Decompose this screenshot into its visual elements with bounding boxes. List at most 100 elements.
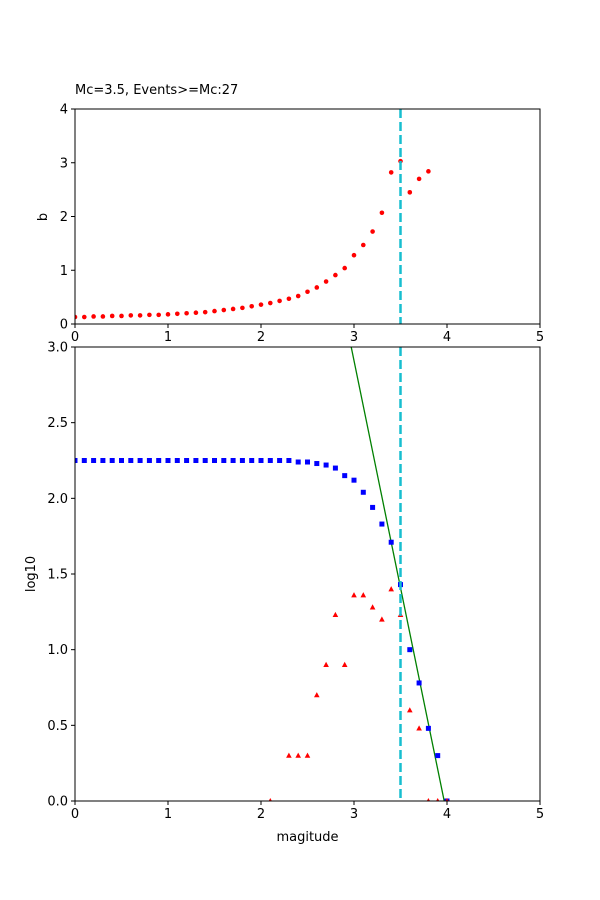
data-point-s0-36 [407, 647, 413, 653]
data-point-s0-38 [425, 725, 431, 731]
data-point-s0-14 [202, 309, 208, 315]
data-point-s0-13 [193, 458, 199, 463]
gutenberg-richter-fit-line [350, 347, 445, 801]
data-point-s0-22 [277, 458, 283, 463]
log10-panel: magitude log10 0 1 2 3 4 5 0.0 0.5 1.0 1.5 2.0 2.5 3… [24, 341, 544, 846]
data-point-s1-11 [379, 616, 385, 622]
data-point-s0-2 [91, 314, 96, 319]
data-point-s0-16 [221, 458, 227, 463]
data-point-s0-3 [100, 314, 106, 319]
data-point-s0-31 [361, 242, 366, 248]
x-tick-label: 5 [536, 330, 544, 345]
data-point-s0-10 [165, 312, 171, 317]
data-point-s0-20 [258, 302, 264, 307]
data-point-s0-36 [407, 190, 413, 195]
data-point-s0-3 [100, 458, 106, 463]
x-tick-label: 1 [164, 330, 172, 345]
y-tick-label: 0 [60, 318, 68, 333]
data-point-s0-29 [342, 265, 348, 271]
x-tick-label: 2 [257, 330, 265, 345]
data-point-s0-24 [295, 459, 301, 465]
y-tick-label: 4 [60, 103, 68, 118]
data-point-s1-2 [295, 752, 301, 758]
y-tick-label: 2 [60, 210, 68, 225]
data-point-s0-5 [119, 458, 124, 463]
data-point-s1-9 [360, 592, 367, 598]
y-tick-label: 3 [60, 156, 68, 171]
data-point-s0-23 [286, 296, 292, 302]
data-point-s0-17 [230, 306, 236, 312]
bottom-plot-area [75, 347, 450, 801]
data-point-s0-27 [323, 462, 329, 468]
data-point-s0-34 [388, 539, 394, 545]
data-point-s1-0 [268, 798, 272, 801]
data-point-s1-14 [407, 707, 413, 713]
data-point-s0-1 [82, 314, 87, 320]
plot-clip-group [75, 347, 450, 801]
data-point-s0-7 [137, 313, 143, 318]
data-point-s0-32 [370, 229, 375, 234]
data-point-s0-10 [165, 458, 171, 463]
data-point-s0-38 [426, 169, 431, 174]
data-point-s1-15 [416, 725, 422, 731]
x-tick-label: 2 [257, 807, 265, 822]
data-point-s1-8 [351, 592, 357, 598]
data-point-s0-23 [286, 458, 292, 463]
data-point-s0-21 [267, 458, 273, 463]
data-point-s0-21 [268, 300, 273, 306]
data-point-s0-33 [379, 210, 385, 216]
y-tick-label: 1 [60, 264, 68, 279]
data-point-s0-30 [351, 477, 357, 483]
y-tick-label: 1.0 [47, 643, 68, 658]
data-point-s1-12 [388, 586, 394, 592]
data-point-s0-12 [184, 310, 189, 316]
data-point-s1-6 [332, 611, 339, 618]
x-tick-label: 0 [71, 807, 79, 822]
data-point-s1-1 [286, 752, 292, 758]
data-point-s0-1 [81, 458, 87, 463]
data-point-s0-7 [137, 458, 143, 463]
data-point-s0-26 [314, 461, 320, 467]
data-point-s0-5 [119, 313, 124, 319]
data-point-s0-30 [351, 252, 357, 258]
b-value-panel: Mc=3.5, Events>=Mc:27 b 0 1 2 3 4 5 0 1 2 3 4 [36, 83, 544, 345]
top-plot-area [75, 109, 431, 324]
data-point-s0-6 [128, 313, 134, 318]
data-point-s0-37 [416, 680, 422, 686]
data-point-s0-4 [109, 458, 115, 463]
data-point-s0-16 [221, 307, 227, 313]
data-point-s1-4 [314, 692, 320, 698]
top-axes: 0 1 2 3 4 5 0 1 2 3 4 [60, 103, 544, 346]
data-point-s0-4 [109, 313, 115, 319]
data-point-s0-22 [277, 298, 282, 304]
x-tick-label: 3 [350, 330, 358, 345]
data-point-s1-10 [369, 604, 376, 610]
data-point-s0-28 [332, 465, 338, 471]
data-point-s0-0 [75, 314, 78, 320]
data-point-s0-27 [323, 279, 329, 284]
data-point-s0-25 [305, 459, 310, 465]
data-point-s0-29 [342, 473, 348, 479]
data-point-s0-17 [230, 458, 236, 463]
data-point-s0-13 [193, 310, 199, 316]
y-tick-label: 2.5 [47, 416, 68, 431]
data-point-s0-28 [333, 272, 338, 278]
data-point-s0-6 [128, 458, 134, 463]
data-point-s0-2 [91, 458, 97, 463]
data-point-s0-37 [416, 176, 422, 182]
y-tick-label: 0.0 [47, 795, 68, 810]
data-point-s0-34 [388, 170, 394, 175]
bottom-axes: 0 1 2 3 4 5 0.0 0.5 1.0 1.5 2.0 2.5 3.0 [47, 341, 544, 823]
x-tick-label: 3 [350, 807, 358, 822]
y-tick-label: 1.5 [47, 568, 68, 583]
data-point-s0-18 [239, 458, 245, 463]
data-point-s1-18 [445, 798, 449, 801]
data-point-s1-16 [426, 798, 431, 801]
data-point-s0-33 [379, 521, 385, 527]
data-point-s0-31 [360, 489, 366, 495]
data-point-s1-5 [323, 661, 329, 667]
data-point-s0-9 [156, 458, 162, 463]
y-tick-label: 0.5 [47, 719, 68, 734]
data-point-s0-18 [240, 305, 245, 311]
